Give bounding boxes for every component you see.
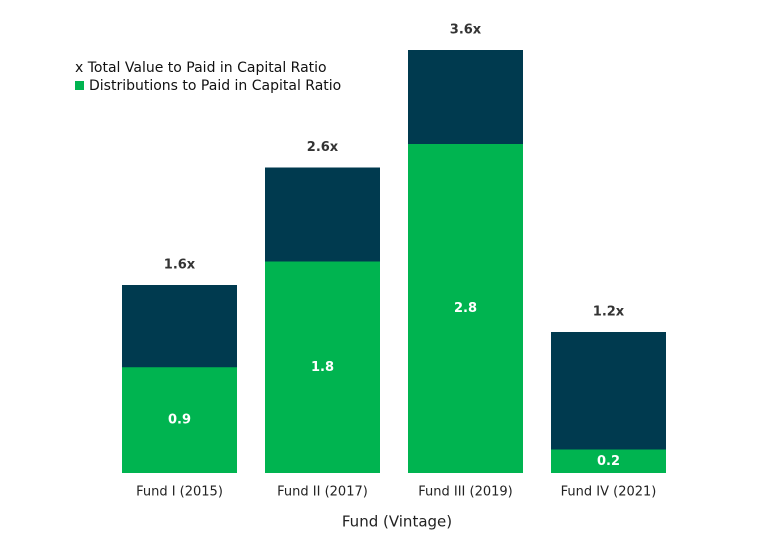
x-tick-label: Fund IV (2021)	[561, 485, 657, 500]
total-label: 2.6x	[307, 140, 339, 155]
legend-swatch	[75, 81, 84, 90]
legend-label: Distributions to Paid in Capital Ratio	[89, 78, 341, 94]
bar	[265, 261, 380, 473]
x-axis-label: Fund (Vintage)	[342, 513, 452, 531]
total-label: 3.6x	[450, 23, 482, 38]
bar	[122, 367, 237, 473]
bar	[408, 144, 523, 473]
x-tick-label: Fund III (2019)	[418, 485, 513, 500]
x-tick-label: Fund I (2015)	[136, 485, 223, 500]
total-label: 1.6x	[164, 258, 196, 273]
bar	[551, 449, 666, 473]
value-label: 2.8	[454, 301, 477, 316]
value-label: 0.9	[168, 413, 191, 428]
value-label: 1.8	[311, 360, 334, 375]
total-label: 1.2x	[593, 305, 625, 320]
x-tick-label: Fund II (2017)	[277, 485, 368, 500]
value-label: 0.2	[597, 454, 620, 469]
legend-label: x Total Value to Paid in Capital Ratio	[75, 60, 327, 76]
